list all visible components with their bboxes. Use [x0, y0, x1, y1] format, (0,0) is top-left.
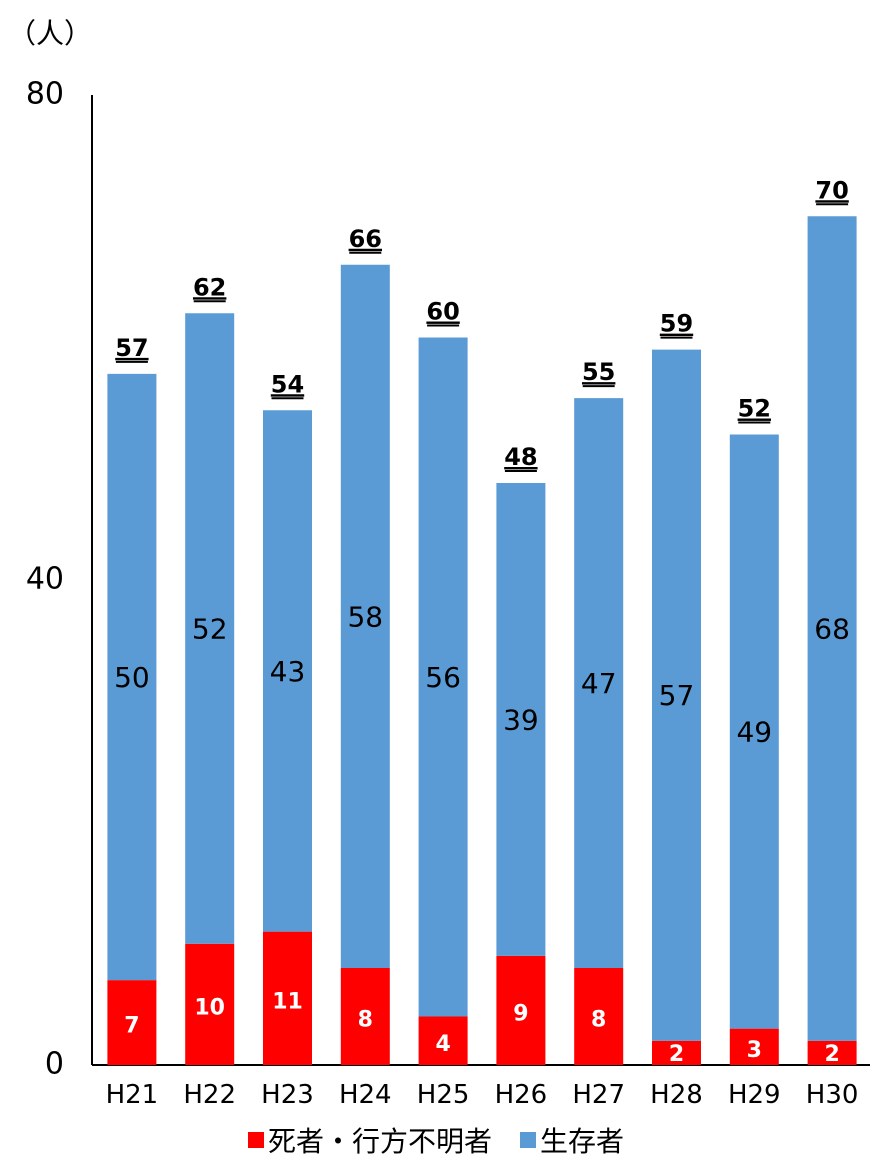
- data-label-total: 66: [349, 225, 382, 253]
- bar-survivors: [263, 410, 312, 932]
- data-label-total: 62: [193, 273, 226, 301]
- data-label-survivors: 39: [503, 703, 539, 736]
- data-label-total: 55: [582, 358, 615, 386]
- bar-deaths: [340, 968, 390, 1065]
- bar-deaths: [496, 955, 546, 1065]
- bar-deaths: [185, 943, 235, 1065]
- y-tick-label: 0: [45, 1047, 64, 1082]
- x-tick-label: H30: [806, 1080, 859, 1110]
- data-label-survivors: 57: [659, 679, 695, 712]
- data-label-total: 60: [426, 298, 459, 326]
- bar-survivors: [418, 337, 468, 1017]
- x-tick-label: H23: [261, 1080, 314, 1110]
- legend-label-survivors: 生存者: [540, 1125, 625, 1158]
- x-tick-label: H29: [728, 1080, 781, 1110]
- x-tick-label: H28: [650, 1080, 703, 1110]
- bar-survivors: [340, 264, 390, 968]
- data-label-survivors: 50: [114, 661, 150, 694]
- data-label-deaths: 4: [435, 1032, 450, 1057]
- data-label-deaths: 9: [513, 1001, 528, 1026]
- bar-deaths: [418, 1016, 468, 1065]
- legend-item-deaths: 死者・行方不明者: [247, 1120, 492, 1160]
- x-tick-label: H24: [339, 1080, 392, 1110]
- legend-swatch-deaths: [247, 1132, 264, 1148]
- legend-item-survivors: 生存者: [520, 1120, 624, 1160]
- x-tick-label: H21: [106, 1080, 159, 1110]
- legend-label-deaths: 死者・行方不明者: [267, 1125, 492, 1158]
- data-label-survivors: 56: [425, 661, 461, 694]
- data-label-total: 70: [815, 176, 848, 204]
- data-label-survivors: 47: [581, 667, 617, 700]
- bar-deaths: [652, 1040, 701, 1065]
- data-label-survivors: 49: [736, 716, 772, 749]
- bar-deaths: [107, 980, 157, 1065]
- bar-deaths: [807, 1040, 857, 1065]
- y-tick-label: 40: [26, 562, 64, 597]
- bar-survivors: [107, 373, 157, 981]
- y-tick-label: 80: [26, 77, 64, 112]
- bar-survivors: [185, 313, 235, 944]
- data-label-survivors: 52: [192, 613, 228, 646]
- bar-survivors: [729, 434, 779, 1029]
- data-label-total: 59: [660, 310, 693, 338]
- bar-deaths: [263, 931, 312, 1065]
- chart-legend: 死者・行方不明者 生存者: [0, 1120, 872, 1160]
- data-label-deaths: 11: [272, 989, 303, 1014]
- data-label-deaths: 8: [591, 1008, 606, 1033]
- data-label-survivors: 43: [270, 655, 306, 688]
- data-label-survivors: 68: [814, 613, 850, 646]
- bar-deaths: [729, 1028, 779, 1065]
- legend-swatch-survivors: [520, 1132, 536, 1148]
- data-label-survivors: 58: [347, 600, 383, 633]
- bar-survivors: [496, 483, 546, 956]
- data-label-deaths: 10: [194, 995, 225, 1020]
- data-label-deaths: 3: [747, 1038, 762, 1063]
- x-tick-label: H27: [572, 1080, 625, 1110]
- y-axis-unit-label: （人）: [8, 17, 93, 50]
- data-label-total: 52: [738, 395, 771, 423]
- x-tick-label: H22: [183, 1080, 236, 1110]
- x-tick-label: H25: [417, 1080, 470, 1110]
- x-tick-label: H26: [495, 1080, 548, 1110]
- data-label-deaths: 2: [669, 1042, 684, 1067]
- data-label-deaths: 8: [358, 1008, 373, 1033]
- data-label-total: 48: [504, 443, 537, 471]
- bar-survivors: [807, 216, 857, 1041]
- data-label-total: 54: [271, 370, 304, 398]
- bar-survivors: [652, 349, 701, 1041]
- data-label-deaths: 2: [824, 1042, 839, 1067]
- data-label-deaths: 7: [124, 1014, 139, 1039]
- bar-survivors: [574, 398, 624, 968]
- data-label-total: 57: [115, 334, 148, 362]
- bar-deaths: [574, 968, 624, 1065]
